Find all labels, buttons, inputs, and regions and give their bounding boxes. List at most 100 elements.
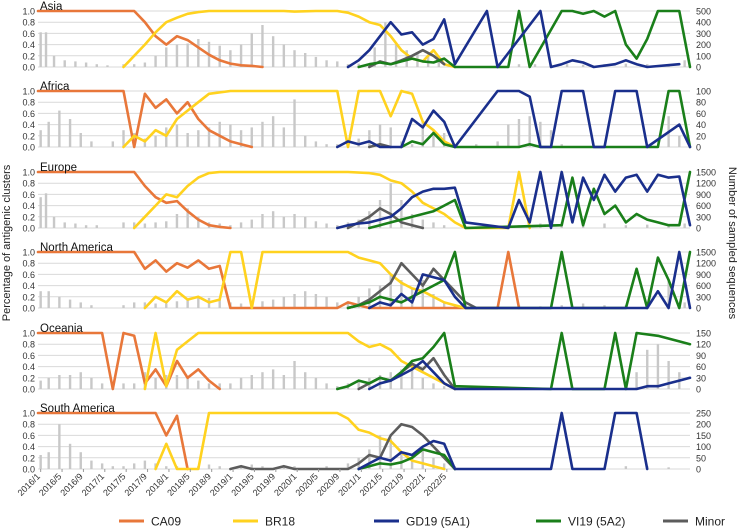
sample-bar	[122, 130, 125, 147]
sample-bar	[218, 45, 221, 67]
sample-bar	[250, 375, 253, 389]
sample-bar	[58, 424, 61, 469]
sample-bar	[58, 110, 61, 147]
right-tick-label: 60	[696, 362, 706, 372]
panel-north-america: 0.0 0 0.2 300 0.4 600 0.6 900 0.8 1200 1.0 1500 Nort…	[22, 242, 716, 314]
sample-bar	[68, 299, 72, 308]
sample-bar	[175, 375, 179, 389]
sample-bar	[314, 56, 318, 67]
sample-bar	[229, 225, 232, 228]
sample-bar	[667, 225, 670, 228]
x-tick-label: 2022/1	[400, 471, 427, 498]
sample-bar	[143, 302, 147, 308]
right-tick-label: 150	[696, 329, 711, 339]
sample-bar	[154, 303, 157, 308]
sample-bar	[282, 375, 286, 389]
sample-bar	[47, 377, 50, 389]
sample-bar	[560, 305, 563, 308]
left-tick-label: 1.0	[22, 168, 35, 178]
sample-bar	[197, 380, 200, 389]
sample-bar	[143, 223, 147, 228]
sample-bar	[656, 344, 660, 389]
sample-bar	[325, 144, 328, 147]
sample-bar	[432, 383, 435, 389]
sample-bar	[271, 211, 275, 228]
sample-bar	[90, 377, 93, 389]
sample-bar	[79, 133, 82, 147]
right-tick-label: 30	[696, 373, 706, 383]
sample-bar	[624, 466, 628, 469]
left-tick-label: 0.0	[22, 143, 35, 153]
sample-bar	[74, 223, 77, 228]
x-tick-label: 2019/5	[229, 471, 256, 498]
sample-bar	[410, 144, 414, 147]
sample-bar	[475, 144, 478, 147]
sample-bar	[271, 369, 275, 389]
sample-bar	[603, 305, 606, 308]
panel-asia: 0.0 0 0.2 100 0.4 200 0.6 300 0.8 400 1.0 500 Asia	[22, 1, 711, 73]
sample-bar	[106, 65, 109, 67]
sample-bar	[207, 464, 211, 469]
right-tick-label: 0	[696, 63, 701, 73]
sample-bar	[325, 383, 328, 389]
x-tick-label: 2020/5	[293, 471, 320, 498]
sample-bar	[68, 443, 72, 469]
left-tick-label: 0.2	[22, 51, 35, 61]
left-tick-label: 0.0	[22, 224, 35, 234]
sample-bar	[261, 214, 264, 228]
sample-bar	[442, 386, 446, 389]
series-line-minor	[346, 261, 478, 310]
sample-bar	[186, 377, 189, 389]
sample-bar	[646, 349, 649, 389]
right-tick-label: 250	[696, 409, 711, 419]
sample-bar	[165, 303, 168, 308]
legend-label: GD19 (5A1)	[406, 515, 470, 529]
panel-europe: 0.0 0 0.2 300 0.4 600 0.6 900 0.8 1200 1.0 1500 Euro…	[22, 162, 716, 234]
series-line-gd19	[336, 89, 692, 149]
x-tick-label: 2017/1	[80, 471, 107, 498]
sample-bar	[111, 141, 115, 147]
left-tick-label: 0.8	[22, 18, 35, 28]
sample-bar	[90, 141, 93, 147]
left-tick-label: 0.8	[22, 179, 35, 189]
sample-bar	[421, 219, 424, 228]
sample-bar	[325, 60, 328, 67]
sample-bar	[304, 291, 307, 308]
series-line-gd19	[336, 170, 692, 230]
sample-bar	[207, 383, 211, 389]
sample-bar	[132, 383, 136, 389]
sample-bar	[410, 214, 414, 228]
sample-bar	[165, 221, 168, 228]
sample-bar	[336, 225, 339, 228]
sample-bar	[357, 296, 360, 308]
sample-bar	[132, 302, 136, 308]
sample-bar	[293, 361, 296, 389]
sample-bar	[239, 303, 243, 308]
sample-bar	[325, 466, 328, 469]
sample-bar	[250, 33, 253, 67]
left-tick-label: 0.2	[22, 131, 35, 141]
series-line-vi19	[336, 331, 692, 391]
left-tick-label: 0.4	[22, 201, 35, 211]
sample-bar	[143, 62, 147, 67]
series-line-vi19	[357, 448, 457, 471]
sample-bar	[410, 366, 414, 389]
sample-bar	[95, 64, 98, 67]
x-tick-label: 2017/9	[122, 471, 149, 498]
sample-bar	[432, 222, 435, 228]
left-tick-label: 0.0	[22, 63, 35, 73]
series-line-br18	[122, 89, 457, 149]
right-tick-label: 20	[696, 131, 706, 141]
series-line-ca09	[36, 250, 521, 310]
sample-bar	[79, 452, 82, 469]
series-line-gd19	[368, 250, 692, 310]
sample-bar	[437, 60, 441, 67]
sample-bar	[496, 141, 499, 147]
series-line-gd19	[357, 411, 649, 471]
sample-bar	[378, 200, 382, 228]
x-tick-label: 2016/5	[37, 471, 64, 498]
sample-bar	[635, 372, 638, 389]
right-tick-label: 900	[696, 190, 711, 200]
sample-bar	[122, 466, 125, 469]
